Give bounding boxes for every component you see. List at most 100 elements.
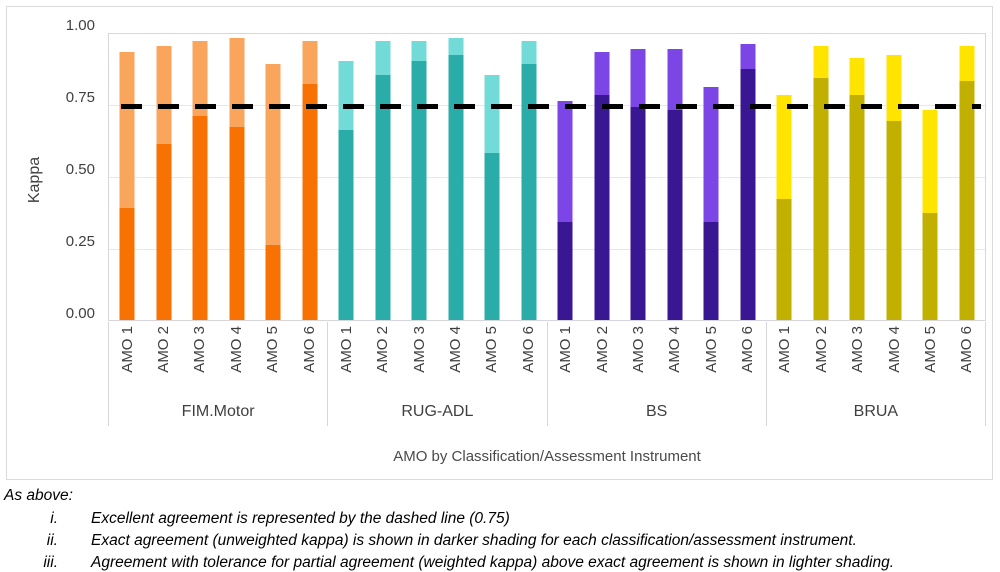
bar-exact-segment <box>484 153 500 320</box>
y-axis-tick-label: 0.75 <box>65 89 95 106</box>
ticks-row: AMO 1 AMO 2 AMO 3 AMO 4 AMO 5 AMO 6 <box>109 322 327 400</box>
stacked-bar <box>630 49 646 320</box>
stacked-bar <box>521 41 537 320</box>
bar-exact-segment <box>521 64 537 320</box>
group-label: RUG-ADL <box>401 403 474 420</box>
x-tick-label: AMO 6 <box>739 326 757 373</box>
bar-exact-segment <box>886 121 902 320</box>
bar-slot <box>839 34 876 320</box>
bar-slot <box>949 34 986 320</box>
bar-slot <box>657 34 694 320</box>
stacked-bar <box>886 55 902 320</box>
x-tick-label: AMO 2 <box>374 326 392 373</box>
group-label: FIM.Motor <box>181 403 255 420</box>
axis-group-bs: AMO 1 AMO 2 AMO 3 AMO 4 AMO 5 AMO 6 BS <box>548 322 767 426</box>
x-tick-label: AMO 6 <box>958 326 976 373</box>
bar-slot <box>328 34 365 320</box>
ticks-row: AMO 1 AMO 2 AMO 3 AMO 4 AMO 5 AMO 6 <box>767 322 985 400</box>
tick-slot: AMO 4 <box>218 322 254 400</box>
bar-slot <box>438 34 475 320</box>
bar-slot <box>255 34 292 320</box>
tick-slot: AMO 5 <box>255 322 291 400</box>
footnote-numeral: ii. <box>46 532 58 549</box>
x-tick-label: AMO 2 <box>812 326 830 373</box>
axis-group-fim-motor: AMO 1 AMO 2 AMO 3 AMO 4 AMO 5 AMO 6 FIM.Motor <box>109 322 329 426</box>
gridline <box>109 177 985 178</box>
bar-exact-segment <box>813 78 829 320</box>
tick-slot: AMO 6 <box>949 322 985 400</box>
tick-slot: AMO 3 <box>620 322 656 400</box>
axis-group-rug-adl: AMO 1 AMO 2 AMO 3 AMO 4 AMO 5 AMO 6 RUG-ADL <box>328 322 548 426</box>
bar-exact-segment <box>922 213 938 320</box>
x-tick-label: AMO 4 <box>885 326 903 373</box>
x-tick-label: AMO 3 <box>191 326 209 373</box>
stacked-bar <box>192 41 208 320</box>
tick-slot: AMO 6 <box>729 322 765 400</box>
x-tick-label: AMO 4 <box>666 326 684 373</box>
tick-slot: AMO 4 <box>437 322 473 400</box>
x-tick-label: AMO 5 <box>702 326 720 373</box>
x-axis-label-area: AMO 1 AMO 2 AMO 3 AMO 4 AMO 5 AMO 6 FIM.Motor A… <box>108 322 986 426</box>
bar-group-brua <box>766 34 985 320</box>
footnote-line: ii. Exact agreement (unweighted kappa) is… <box>4 531 996 550</box>
footnote-header: As above: <box>4 487 73 504</box>
x-tick-label: AMO 5 <box>921 326 939 373</box>
bar-slot <box>803 34 840 320</box>
tick-slot: AMO 1 <box>109 322 145 400</box>
x-tick-label: AMO 2 <box>593 326 611 373</box>
bar-exact-segment <box>776 199 792 320</box>
bar-exact-segment <box>630 107 646 320</box>
x-tick-label: AMO 5 <box>264 326 282 373</box>
stacked-bar <box>813 46 829 320</box>
tick-slot: AMO 1 <box>767 322 803 400</box>
bar-exact-segment <box>411 61 427 320</box>
tick-slot: AMO 2 <box>365 322 401 400</box>
tick-slot: AMO 4 <box>657 322 693 400</box>
bar-exact-segment <box>338 130 354 320</box>
x-tick-label: AMO 3 <box>849 326 867 373</box>
bars-container <box>109 34 985 320</box>
stacked-bar <box>557 101 573 320</box>
bar-exact-segment <box>594 95 610 320</box>
stacked-bar <box>156 46 172 320</box>
bar-slot <box>511 34 548 320</box>
stacked-bar <box>776 95 792 320</box>
group-label: BRUA <box>853 403 899 420</box>
bar-exact-segment <box>375 75 391 320</box>
bar-slot <box>584 34 621 320</box>
stacked-bar <box>849 58 865 320</box>
bar-exact-segment <box>667 110 683 320</box>
stacked-bar <box>594 52 610 320</box>
stacked-bar <box>922 110 938 320</box>
footnote-line: iii. Agreement with tolerance for partial… <box>4 553 996 572</box>
plot-panel <box>108 33 986 321</box>
footnote-text: Exact agreement (unweighted kappa) is sh… <box>91 532 857 549</box>
gridline <box>109 249 985 250</box>
bar-exact-segment <box>740 69 756 320</box>
x-tick-label: AMO 1 <box>557 326 575 373</box>
bar-exact-segment <box>557 222 573 320</box>
bar-slot <box>693 34 730 320</box>
x-tick-label: AMO 1 <box>337 326 355 373</box>
y-axis-tick-label: 1.00 <box>65 17 95 34</box>
tick-slot: AMO 5 <box>693 322 729 400</box>
tick-slot: AMO 1 <box>548 322 584 400</box>
x-tick-label: AMO 2 <box>155 326 173 373</box>
x-tick-label: AMO 6 <box>300 326 318 373</box>
bar-group-fim-motor <box>109 34 328 320</box>
bar-slot <box>146 34 183 320</box>
stacked-bar <box>484 75 500 320</box>
y-axis-tick-label: 0.25 <box>65 233 95 250</box>
bar-slot <box>474 34 511 320</box>
x-tick-label: AMO 4 <box>447 326 465 373</box>
x-tick-label: AMO 1 <box>776 326 794 373</box>
footnote-numeral: iii. <box>43 554 58 571</box>
chart-outer-frame: Kappa 1.00 0.75 0.50 0.25 0.00 AMO 1 AMO 2 AMO… <box>6 6 993 480</box>
stacked-bar <box>265 64 281 320</box>
ticks-row: AMO 1 AMO 2 AMO 3 AMO 4 AMO 5 AMO 6 <box>548 322 766 400</box>
x-axis-title: AMO by Classification/Assessment Instrum… <box>393 448 701 465</box>
stacked-bar <box>411 41 427 320</box>
x-tick-label: AMO 3 <box>629 326 647 373</box>
tick-slot: AMO 3 <box>840 322 876 400</box>
